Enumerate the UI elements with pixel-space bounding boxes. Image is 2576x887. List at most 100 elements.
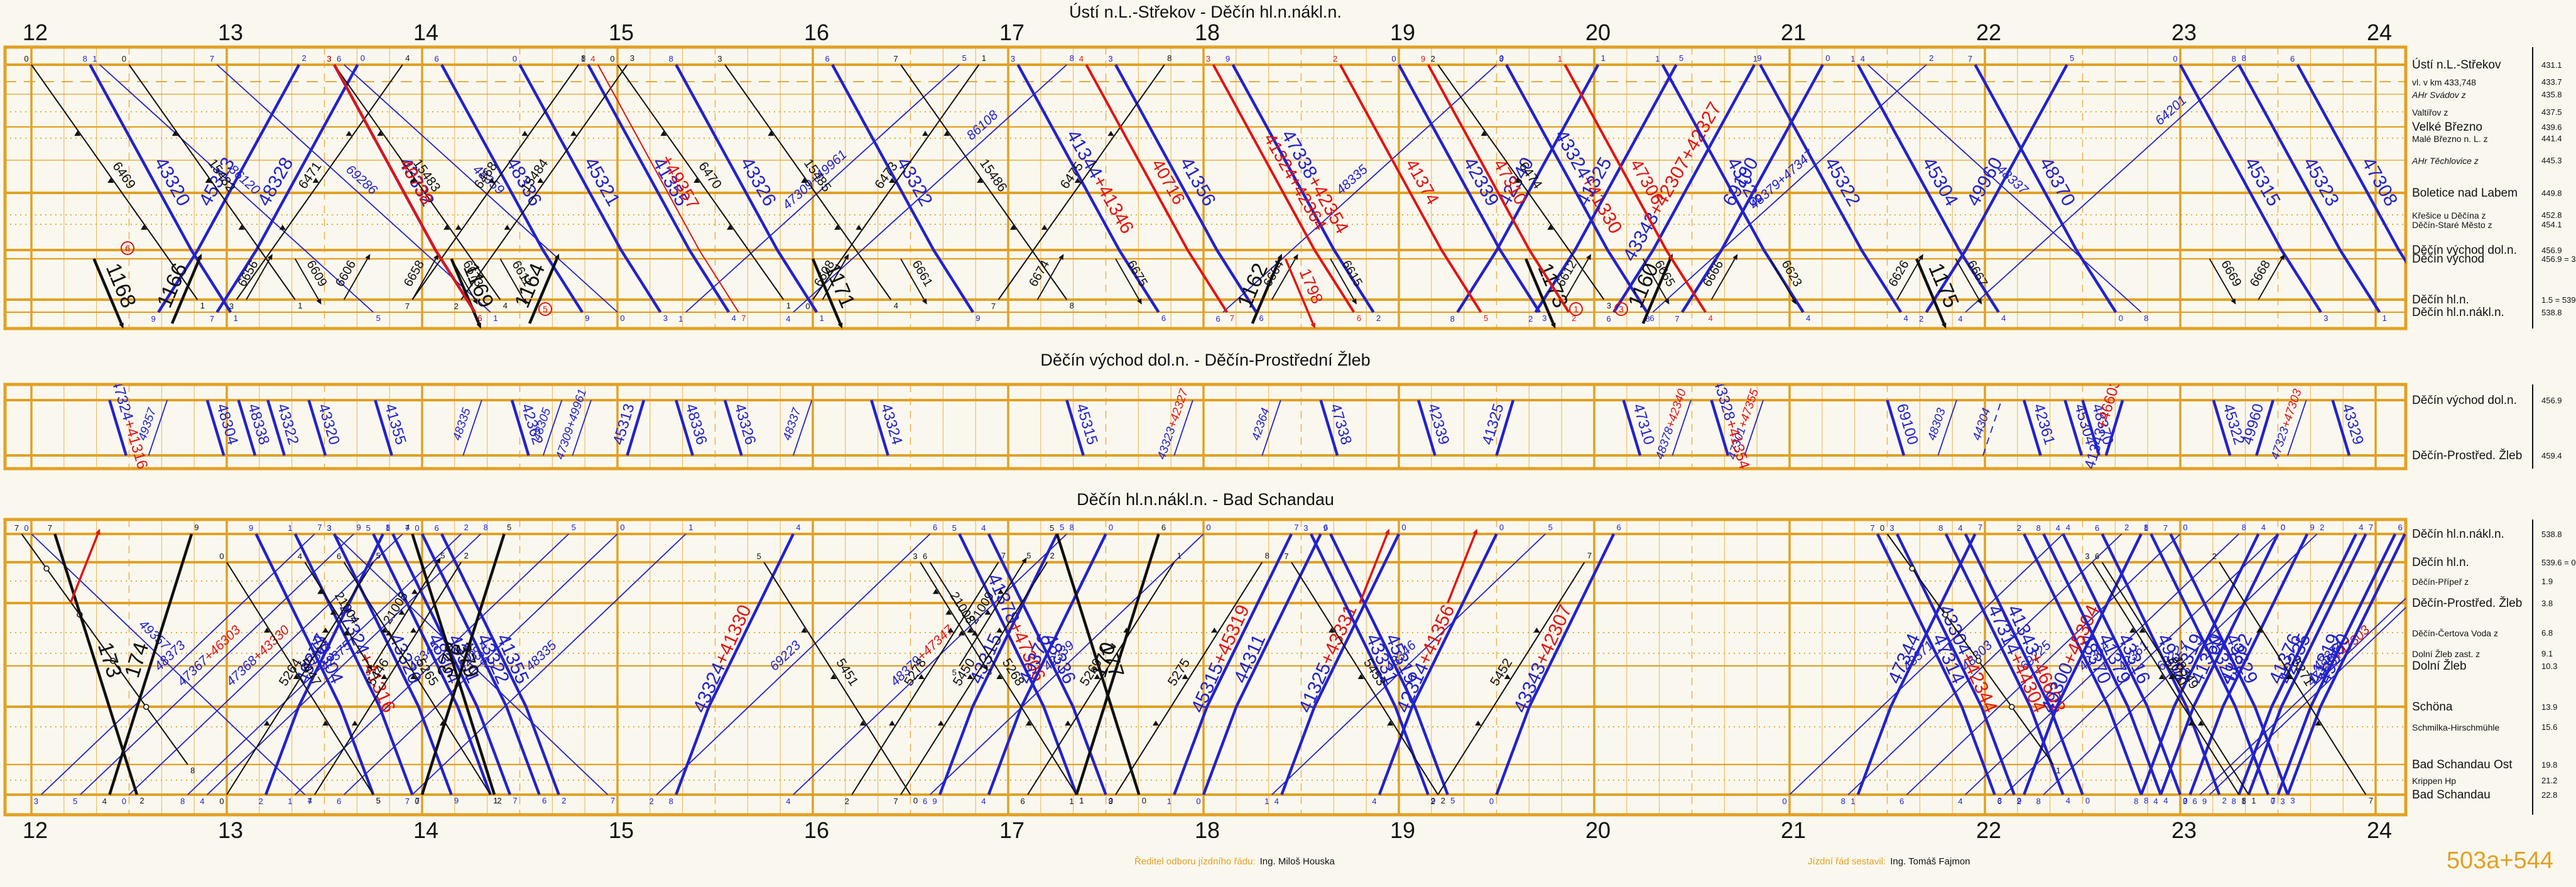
train <box>69 528 101 604</box>
train: 42339 <box>1416 400 1452 456</box>
svg-text:6: 6 <box>1606 314 1611 324</box>
svg-text:4: 4 <box>2066 796 2070 805</box>
station-label: AHr Těchlovice z <box>2411 156 2479 166</box>
station-km: 22.8 <box>2541 790 2557 800</box>
svg-text:8: 8 <box>386 523 390 532</box>
svg-text:5: 5 <box>1026 551 1031 560</box>
station-label: Děčín hl.n.nákl.n. <box>2412 306 2504 319</box>
svg-text:6: 6 <box>1649 313 1654 323</box>
svg-text:1: 1 <box>1850 797 1855 806</box>
svg-text:0: 0 <box>122 797 126 806</box>
train-number: 49960 <box>1963 154 2007 210</box>
train: 43326 <box>723 400 759 456</box>
svg-text:8: 8 <box>2242 796 2246 805</box>
svg-text:3: 3 <box>663 313 668 323</box>
svg-text:0: 0 <box>1142 796 1146 805</box>
train-number: 6469 <box>109 160 138 192</box>
svg-text:6: 6 <box>1899 797 1904 806</box>
hour-label-bottom: 22 <box>1976 817 2001 843</box>
svg-text:5: 5 <box>962 53 967 63</box>
svg-text:0: 0 <box>1401 523 1406 532</box>
svg-text:6: 6 <box>477 313 482 323</box>
svg-text:6: 6 <box>337 54 341 63</box>
svg-text:4: 4 <box>796 523 800 532</box>
svg-text:9: 9 <box>2310 523 2315 532</box>
svg-text:1: 1 <box>493 796 497 805</box>
station-labels: Ústí n.L.-Střekov 431.1 vl. v km 433,748 43… <box>2411 47 2576 329</box>
svg-text:9: 9 <box>1757 53 1761 63</box>
station-km: 539.6 = 0.5 <box>2541 558 2576 567</box>
svg-text:7: 7 <box>1675 314 1679 324</box>
svg-text:4: 4 <box>405 523 410 532</box>
svg-text:0: 0 <box>1206 523 1210 532</box>
grid <box>3 45 2408 330</box>
circled-note: 5 <box>538 302 552 316</box>
panel-title-usti-decin: Ústí n.L.-Střekov - Děčín hl.n.nákl.n. <box>1069 3 1342 21</box>
hour-label-bottom: 19 <box>1390 817 1415 843</box>
svg-text:4: 4 <box>1958 314 1962 324</box>
svg-text:4: 4 <box>2163 796 2168 805</box>
train-number: 47308 <box>2357 154 2401 210</box>
station-label: Děčín-Čertova Voda z <box>2412 628 2498 638</box>
station-km: 449.8 <box>2541 188 2562 198</box>
train-number: 47310 <box>1629 401 1658 447</box>
train-number: 1168 <box>101 259 141 311</box>
svg-text:9: 9 <box>1323 523 1328 533</box>
train-number: 6623 <box>1779 258 1805 290</box>
svg-text:9: 9 <box>1421 54 1425 63</box>
svg-text:2: 2 <box>464 523 469 532</box>
svg-text:6: 6 <box>2192 797 2197 806</box>
svg-text:2: 2 <box>2017 523 2021 533</box>
svg-text:4: 4 <box>1958 797 1962 806</box>
station-km: 13.9 <box>2541 702 2557 712</box>
train-number: 6666 <box>1700 258 1726 290</box>
svg-text:3: 3 <box>1889 523 1894 533</box>
svg-text:4: 4 <box>894 301 898 310</box>
svg-text:0: 0 <box>1109 796 1113 805</box>
station-km: 538.8 <box>2541 530 2562 539</box>
hour-label-bottom: 13 <box>218 817 243 843</box>
train-number: 64201 <box>2153 93 2190 128</box>
svg-text:7: 7 <box>317 523 322 532</box>
train: 41355 <box>374 400 410 456</box>
train: 47338 <box>1319 400 1355 456</box>
svg-text:1: 1 <box>2241 797 2246 806</box>
svg-text:4: 4 <box>298 552 302 561</box>
svg-text:5: 5 <box>376 796 381 805</box>
station-km: 15.6 <box>2541 722 2557 732</box>
station-label: Křešice u Děčína z <box>2412 210 2486 220</box>
svg-text:1: 1 <box>1264 797 1269 806</box>
svg-text:2: 2 <box>464 551 469 560</box>
svg-text:2: 2 <box>1441 796 1445 805</box>
station-label: Bad Schandau <box>2412 788 2491 802</box>
svg-text:1: 1 <box>1079 796 1084 805</box>
train-number: 43322 <box>274 402 302 447</box>
svg-text:3: 3 <box>34 797 38 806</box>
svg-text:5: 5 <box>1060 523 1064 532</box>
hour-label-top: 24 <box>2367 19 2392 45</box>
svg-text:3: 3 <box>1108 54 1112 63</box>
svg-text:2: 2 <box>454 302 459 311</box>
station-km: 10.3 <box>2541 661 2557 671</box>
svg-text:1: 1 <box>581 54 585 63</box>
svg-text:6: 6 <box>337 552 341 561</box>
station-km: 456.9 <box>2541 396 2562 405</box>
station-labels: Děčín východ dol.n. 456.9 Děčín-Prostřed. … <box>2412 384 2562 469</box>
svg-text:3: 3 <box>1607 301 1611 310</box>
train-number: 43324 <box>878 402 906 447</box>
svg-text:5: 5 <box>1050 523 1054 533</box>
svg-text:5: 5 <box>952 668 957 677</box>
train-number: 47309+49961 <box>553 388 589 461</box>
svg-text:1: 1 <box>288 797 292 806</box>
train-number: 6626 <box>1886 258 1911 290</box>
svg-text:8: 8 <box>2232 54 2236 63</box>
hour-label-top: 16 <box>804 19 829 45</box>
svg-text:0: 0 <box>2183 523 2187 532</box>
train: 6669 <box>2209 258 2244 305</box>
train: 5452 2 7 <box>1431 551 1592 806</box>
svg-text:8: 8 <box>1450 314 1455 324</box>
train: 42361 <box>2023 400 2058 456</box>
svg-text:1: 1 <box>786 301 791 310</box>
svg-text:0: 0 <box>2281 523 2285 532</box>
svg-text:0: 0 <box>620 313 624 323</box>
